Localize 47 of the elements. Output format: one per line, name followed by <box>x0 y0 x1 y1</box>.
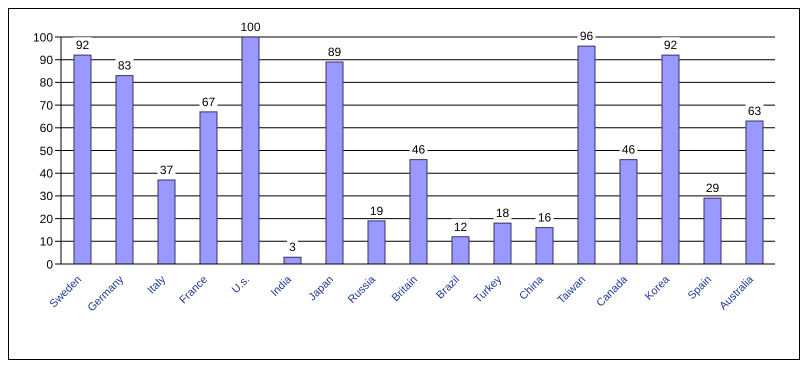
data-label: 92 <box>76 38 90 52</box>
data-label: 19 <box>370 204 384 218</box>
data-label: 16 <box>538 210 552 225</box>
bar <box>536 227 554 264</box>
data-label: 46 <box>622 142 636 157</box>
y-tick-label: 50 <box>40 144 54 158</box>
data-label: 12 <box>454 220 468 234</box>
bar <box>704 198 722 264</box>
y-tick-label: 40 <box>40 166 54 180</box>
data-label: 29 <box>706 181 720 196</box>
bar <box>578 46 596 264</box>
data-label: 46 <box>412 142 426 157</box>
data-label: 83 <box>118 58 132 73</box>
y-tick-label: 60 <box>40 121 54 136</box>
y-tick-label: 80 <box>40 76 54 90</box>
bar <box>284 256 302 264</box>
data-label: 18 <box>496 206 510 220</box>
x-tick-label: U.s. <box>230 274 252 296</box>
bar <box>74 54 92 264</box>
bar <box>620 159 638 264</box>
y-tick-label: 10 <box>40 234 54 249</box>
y-tick-label: 90 <box>40 52 54 67</box>
bar <box>410 159 428 264</box>
bar <box>200 111 218 264</box>
data-label: 96 <box>580 29 594 44</box>
data-label: 63 <box>748 104 762 118</box>
bar <box>368 220 386 264</box>
y-tick-label: 100 <box>32 30 54 44</box>
bar <box>242 37 260 264</box>
bar <box>158 180 176 264</box>
y-tick-label: 30 <box>40 189 54 204</box>
y-tick-label: 70 <box>40 98 54 112</box>
bar <box>326 61 344 264</box>
y-tick-label: 0 <box>46 257 54 272</box>
data-label: 3 <box>289 240 296 254</box>
bar <box>746 120 764 264</box>
bar <box>494 222 512 264</box>
y-tick-label: 20 <box>40 212 54 226</box>
data-label: 37 <box>160 163 174 178</box>
x-tick-label: Italy <box>145 273 168 296</box>
bar <box>452 236 470 264</box>
data-label: 67 <box>202 94 216 109</box>
data-label: 92 <box>664 38 678 52</box>
bar <box>662 54 680 264</box>
bar <box>116 75 134 264</box>
data-label: 100 <box>240 20 261 34</box>
data-label: 89 <box>328 44 342 59</box>
